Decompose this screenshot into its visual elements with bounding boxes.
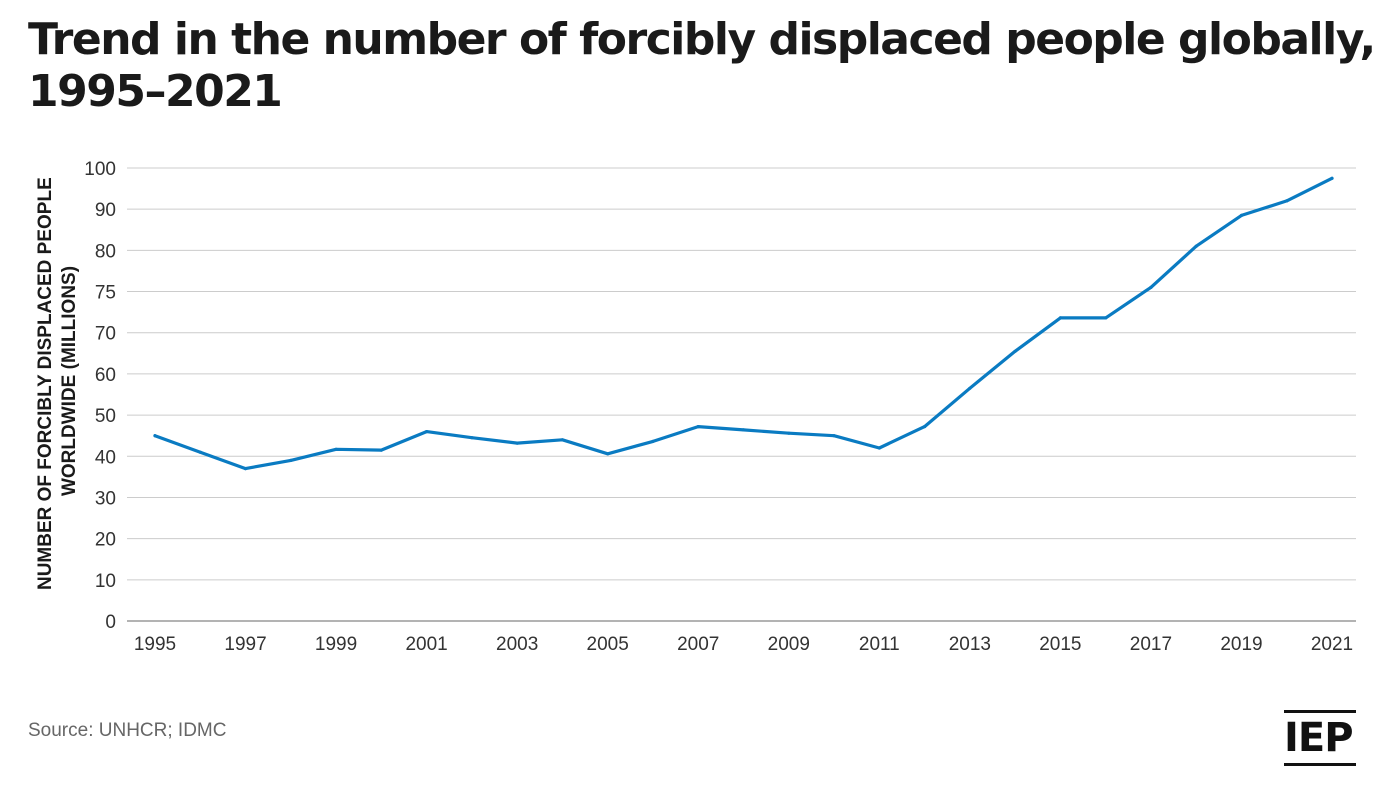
data-point: [787, 431, 791, 435]
y-tick-label: 100: [84, 159, 116, 180]
data-point: [1194, 244, 1198, 248]
x-tick-label: 2011: [859, 634, 900, 655]
x-tick-label: 2013: [949, 634, 991, 655]
logo-text: IEP: [1284, 715, 1354, 761]
iep-logo: IEP: [1284, 710, 1356, 766]
y-tick-label: 70: [95, 324, 116, 345]
y-axis-ticks: 0 10 20 30 40 50 60 70 75 80 90 100: [84, 159, 116, 633]
data-point: [832, 434, 836, 438]
y-tick-label: 90: [95, 200, 116, 221]
data-point: [1149, 285, 1153, 289]
data-point: [606, 452, 610, 456]
data-point: [1104, 316, 1108, 320]
data-point: [153, 434, 157, 438]
data-point: [289, 458, 293, 462]
data-point: [515, 441, 519, 445]
title-line-1: Trend in the number of forcibly displace…: [28, 14, 1376, 65]
y-axis-label-line-1: NUMBER OF FORCIBLY DISPLACED PEOPLE: [35, 177, 56, 590]
x-tick-label: 2021: [1311, 634, 1353, 655]
data-points: [153, 176, 1334, 471]
data-point: [560, 438, 565, 442]
y-tick-label: 80: [95, 241, 116, 262]
x-tick-label: 2009: [768, 634, 810, 655]
x-tick-label: 1995: [134, 634, 176, 655]
data-point: [334, 447, 338, 451]
x-tick-label: 2005: [587, 634, 629, 655]
data-point: [651, 439, 655, 443]
logo-rule-top: [1284, 710, 1356, 713]
y-tick-label: 60: [95, 365, 116, 386]
x-tick-label: 2017: [1130, 634, 1172, 655]
gridlines: [127, 167, 1356, 622]
x-tick-label: 2007: [677, 634, 719, 655]
x-tick-label: 2003: [496, 634, 538, 655]
title-line-2: 1995–2021: [28, 66, 283, 117]
source-note: Source: UNHCR; IDMC: [28, 720, 227, 741]
data-point: [470, 436, 474, 440]
data-point: [923, 425, 927, 429]
chart-title: Trend in the number of forcibly displace…: [28, 14, 1378, 118]
x-tick-label: 1997: [224, 634, 266, 655]
data-point: [1330, 176, 1334, 180]
y-axis-label: NUMBER OF FORCIBLY DISPLACED PEOPLE WORL…: [35, 172, 80, 590]
x-axis-ticks: 1995 1997 1999 2001 2003 2005 2007 2009 2011 2013…: [134, 634, 1353, 655]
logo-rule-bottom: [1284, 763, 1356, 766]
x-tick-label: 2001: [405, 634, 447, 655]
data-point: [1058, 316, 1062, 320]
data-point: [425, 430, 429, 434]
y-tick-label: 30: [95, 488, 116, 509]
y-tick-label: 10: [95, 571, 116, 592]
data-point: [696, 425, 700, 429]
data-point: [198, 450, 202, 454]
data-point: [1013, 349, 1017, 353]
data-point: [741, 428, 746, 432]
y-tick-label: 0: [105, 612, 116, 633]
y-tick-label: 50: [95, 406, 116, 427]
x-tick-label: 2015: [1039, 634, 1081, 655]
data-point: [877, 446, 881, 450]
data-point: [1239, 213, 1244, 217]
y-axis-label-line-2: WORLDWIDE (MILLIONS): [59, 266, 80, 496]
x-tick-label: 1999: [315, 634, 357, 655]
x-tick-label: 2019: [1220, 634, 1262, 655]
data-point: [968, 386, 972, 390]
data-point: [379, 448, 383, 452]
y-tick-label: 75: [95, 283, 116, 304]
y-tick-label: 40: [95, 447, 116, 468]
y-tick-label: 20: [95, 530, 116, 551]
series-line-displaced-people: [153, 176, 1334, 471]
data-point: [243, 467, 248, 471]
data-point: [1285, 199, 1289, 203]
